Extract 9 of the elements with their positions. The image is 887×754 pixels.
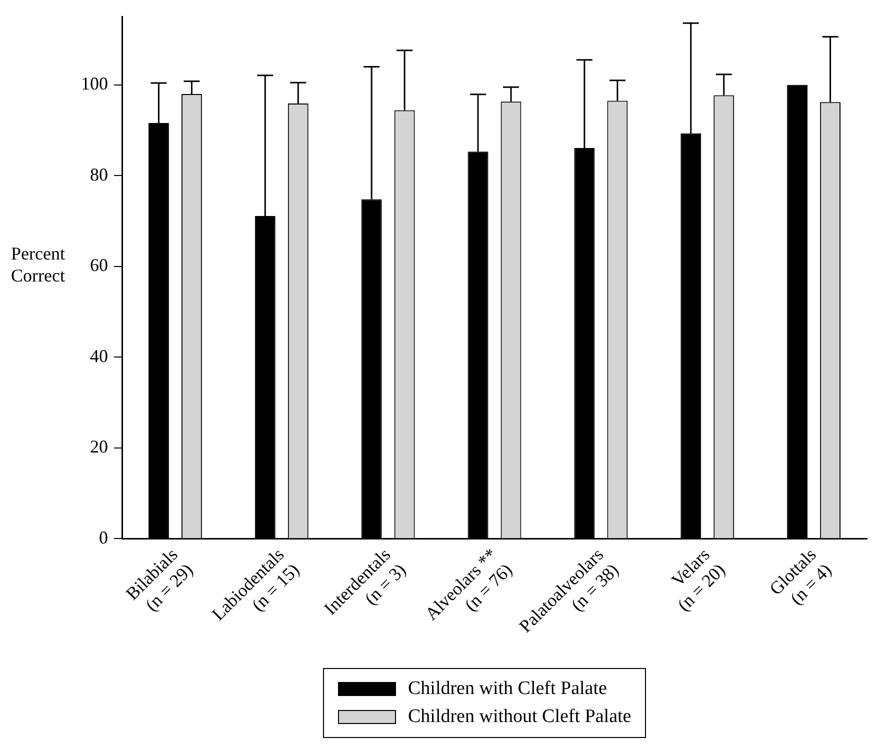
y-tick-label: 20	[90, 436, 108, 457]
y-tick-label: 100	[81, 74, 108, 94]
y-tick-label: 60	[90, 255, 108, 276]
y-axis-title: Percent Correct	[11, 243, 65, 286]
y-tick-label: 80	[90, 164, 108, 184]
y-tick-label: 0	[99, 527, 108, 548]
legend-label: Children without Cleft Palate	[408, 706, 632, 728]
legend-label: Children with Cleft Palate	[408, 678, 607, 700]
y-tick-label: 40	[90, 346, 108, 366]
